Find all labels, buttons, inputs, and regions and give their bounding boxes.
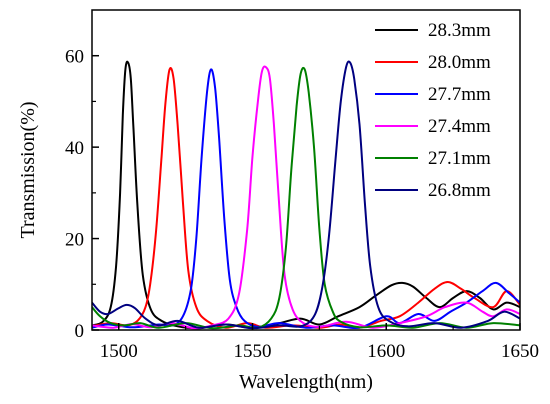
series-line-3 bbox=[92, 65, 520, 330]
y-axis-label: Transmission(%) bbox=[17, 101, 39, 238]
legend-label-2: 27.7mm bbox=[428, 84, 491, 105]
x-tick-label: 1650 bbox=[501, 341, 539, 362]
series-line-5 bbox=[92, 60, 520, 330]
x-axis-label: Wavelength(nm) bbox=[239, 371, 373, 393]
legend-label-1: 28.0mm bbox=[428, 52, 491, 73]
legend-label-0: 28.3mm bbox=[428, 20, 491, 41]
plot-series-group bbox=[92, 60, 520, 330]
y-tick-label: 20 bbox=[65, 230, 84, 251]
x-tick-label: 1500 bbox=[100, 341, 138, 362]
x-tick-label: 1600 bbox=[367, 341, 405, 362]
x-tick-label: 1550 bbox=[234, 341, 272, 362]
y-tick-label: 40 bbox=[65, 138, 84, 159]
legend-label-3: 27.4mm bbox=[428, 116, 491, 137]
axis-ticks: 1500 1550 1600 1650 0 20 40 60 bbox=[65, 47, 539, 362]
legend: 28.3mm 28.0mm 27.7mm 27.4mm 27.1mm 26.8mm bbox=[375, 20, 491, 201]
plot-frame bbox=[91, 9, 521, 331]
legend-label-5: 26.8mm bbox=[428, 180, 491, 201]
y-tick-label: 60 bbox=[65, 47, 84, 68]
series-line-2 bbox=[92, 68, 520, 330]
y-tick-label: 0 bbox=[75, 321, 85, 342]
legend-label-4: 27.1mm bbox=[428, 148, 491, 169]
